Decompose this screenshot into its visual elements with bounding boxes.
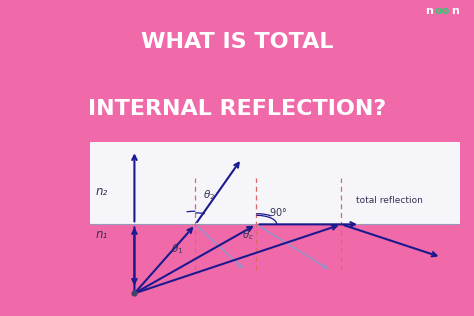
Text: n: n bbox=[451, 6, 459, 15]
Text: $\theta_2$: $\theta_2$ bbox=[203, 188, 215, 202]
Text: $\theta_1$: $\theta_1$ bbox=[172, 242, 184, 256]
Text: WHAT IS TOTAL: WHAT IS TOTAL bbox=[141, 33, 333, 52]
Text: INTERNAL REFLECTION?: INTERNAL REFLECTION? bbox=[88, 99, 386, 119]
Text: n₁: n₁ bbox=[96, 228, 108, 240]
Text: n: n bbox=[425, 6, 433, 15]
Text: total reflection: total reflection bbox=[356, 196, 423, 205]
Text: n₂: n₂ bbox=[96, 185, 108, 198]
Text: oo: oo bbox=[435, 6, 450, 15]
Bar bbox=[90, 142, 460, 224]
Text: $\theta_c$: $\theta_c$ bbox=[242, 228, 254, 242]
Text: $90°$: $90°$ bbox=[269, 206, 288, 218]
